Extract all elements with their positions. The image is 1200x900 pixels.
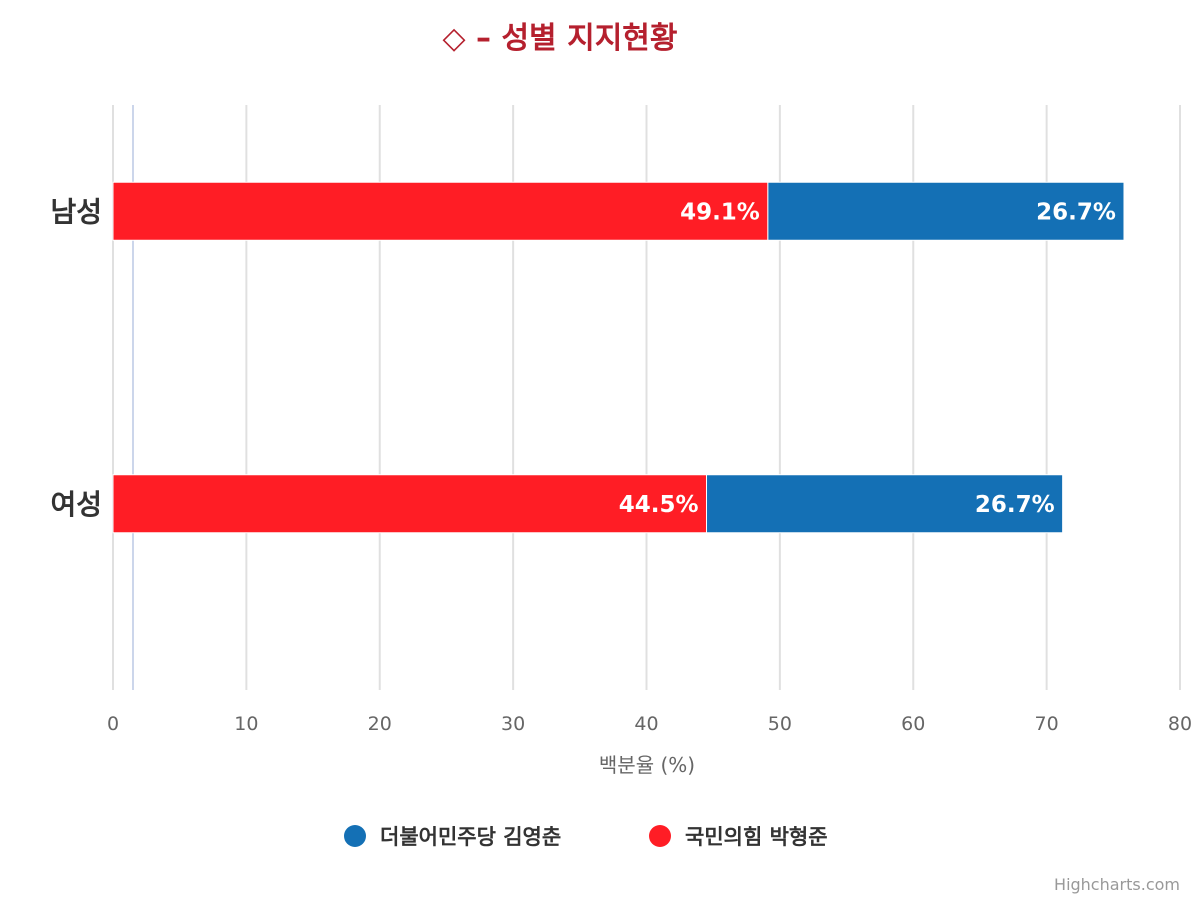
y-category-label: 여성 xyxy=(50,488,102,521)
chart-title: ◇ – 성별 지지현황 xyxy=(442,21,677,56)
x-tick-label: 40 xyxy=(634,713,658,735)
legend-symbol xyxy=(344,825,366,847)
legend-label: 더불어민주당 김영춘 xyxy=(380,825,561,849)
legend-item[interactable]: 더불어민주당 김영춘 xyxy=(344,825,561,849)
y-category-label: 남성 xyxy=(50,195,102,228)
data-label: 49.1% xyxy=(680,199,760,225)
legend-item[interactable]: 국민의힘 박형준 xyxy=(649,825,828,849)
legend-symbol xyxy=(649,825,671,847)
x-tick-label: 70 xyxy=(1035,713,1059,735)
data-label: 26.7% xyxy=(1036,199,1116,225)
x-tick-label: 30 xyxy=(501,713,525,735)
x-tick-label: 0 xyxy=(107,713,119,735)
legend-label: 국민의힘 박형준 xyxy=(685,825,828,849)
data-label: 44.5% xyxy=(619,492,699,518)
x-tick-label: 60 xyxy=(901,713,925,735)
bar-red xyxy=(112,181,769,241)
x-tick-label: 50 xyxy=(768,713,792,735)
x-tick-label: 20 xyxy=(368,713,392,735)
bar-blue xyxy=(706,474,1064,534)
x-axis-title: 백분율 (%) xyxy=(599,753,695,777)
bar-blue xyxy=(767,181,1125,241)
data-label: 26.7% xyxy=(975,492,1055,518)
x-tick-label: 80 xyxy=(1168,713,1192,735)
credits-link[interactable]: Highcharts.com xyxy=(1054,875,1180,894)
bar-red xyxy=(112,474,708,534)
x-tick-label: 10 xyxy=(234,713,258,735)
